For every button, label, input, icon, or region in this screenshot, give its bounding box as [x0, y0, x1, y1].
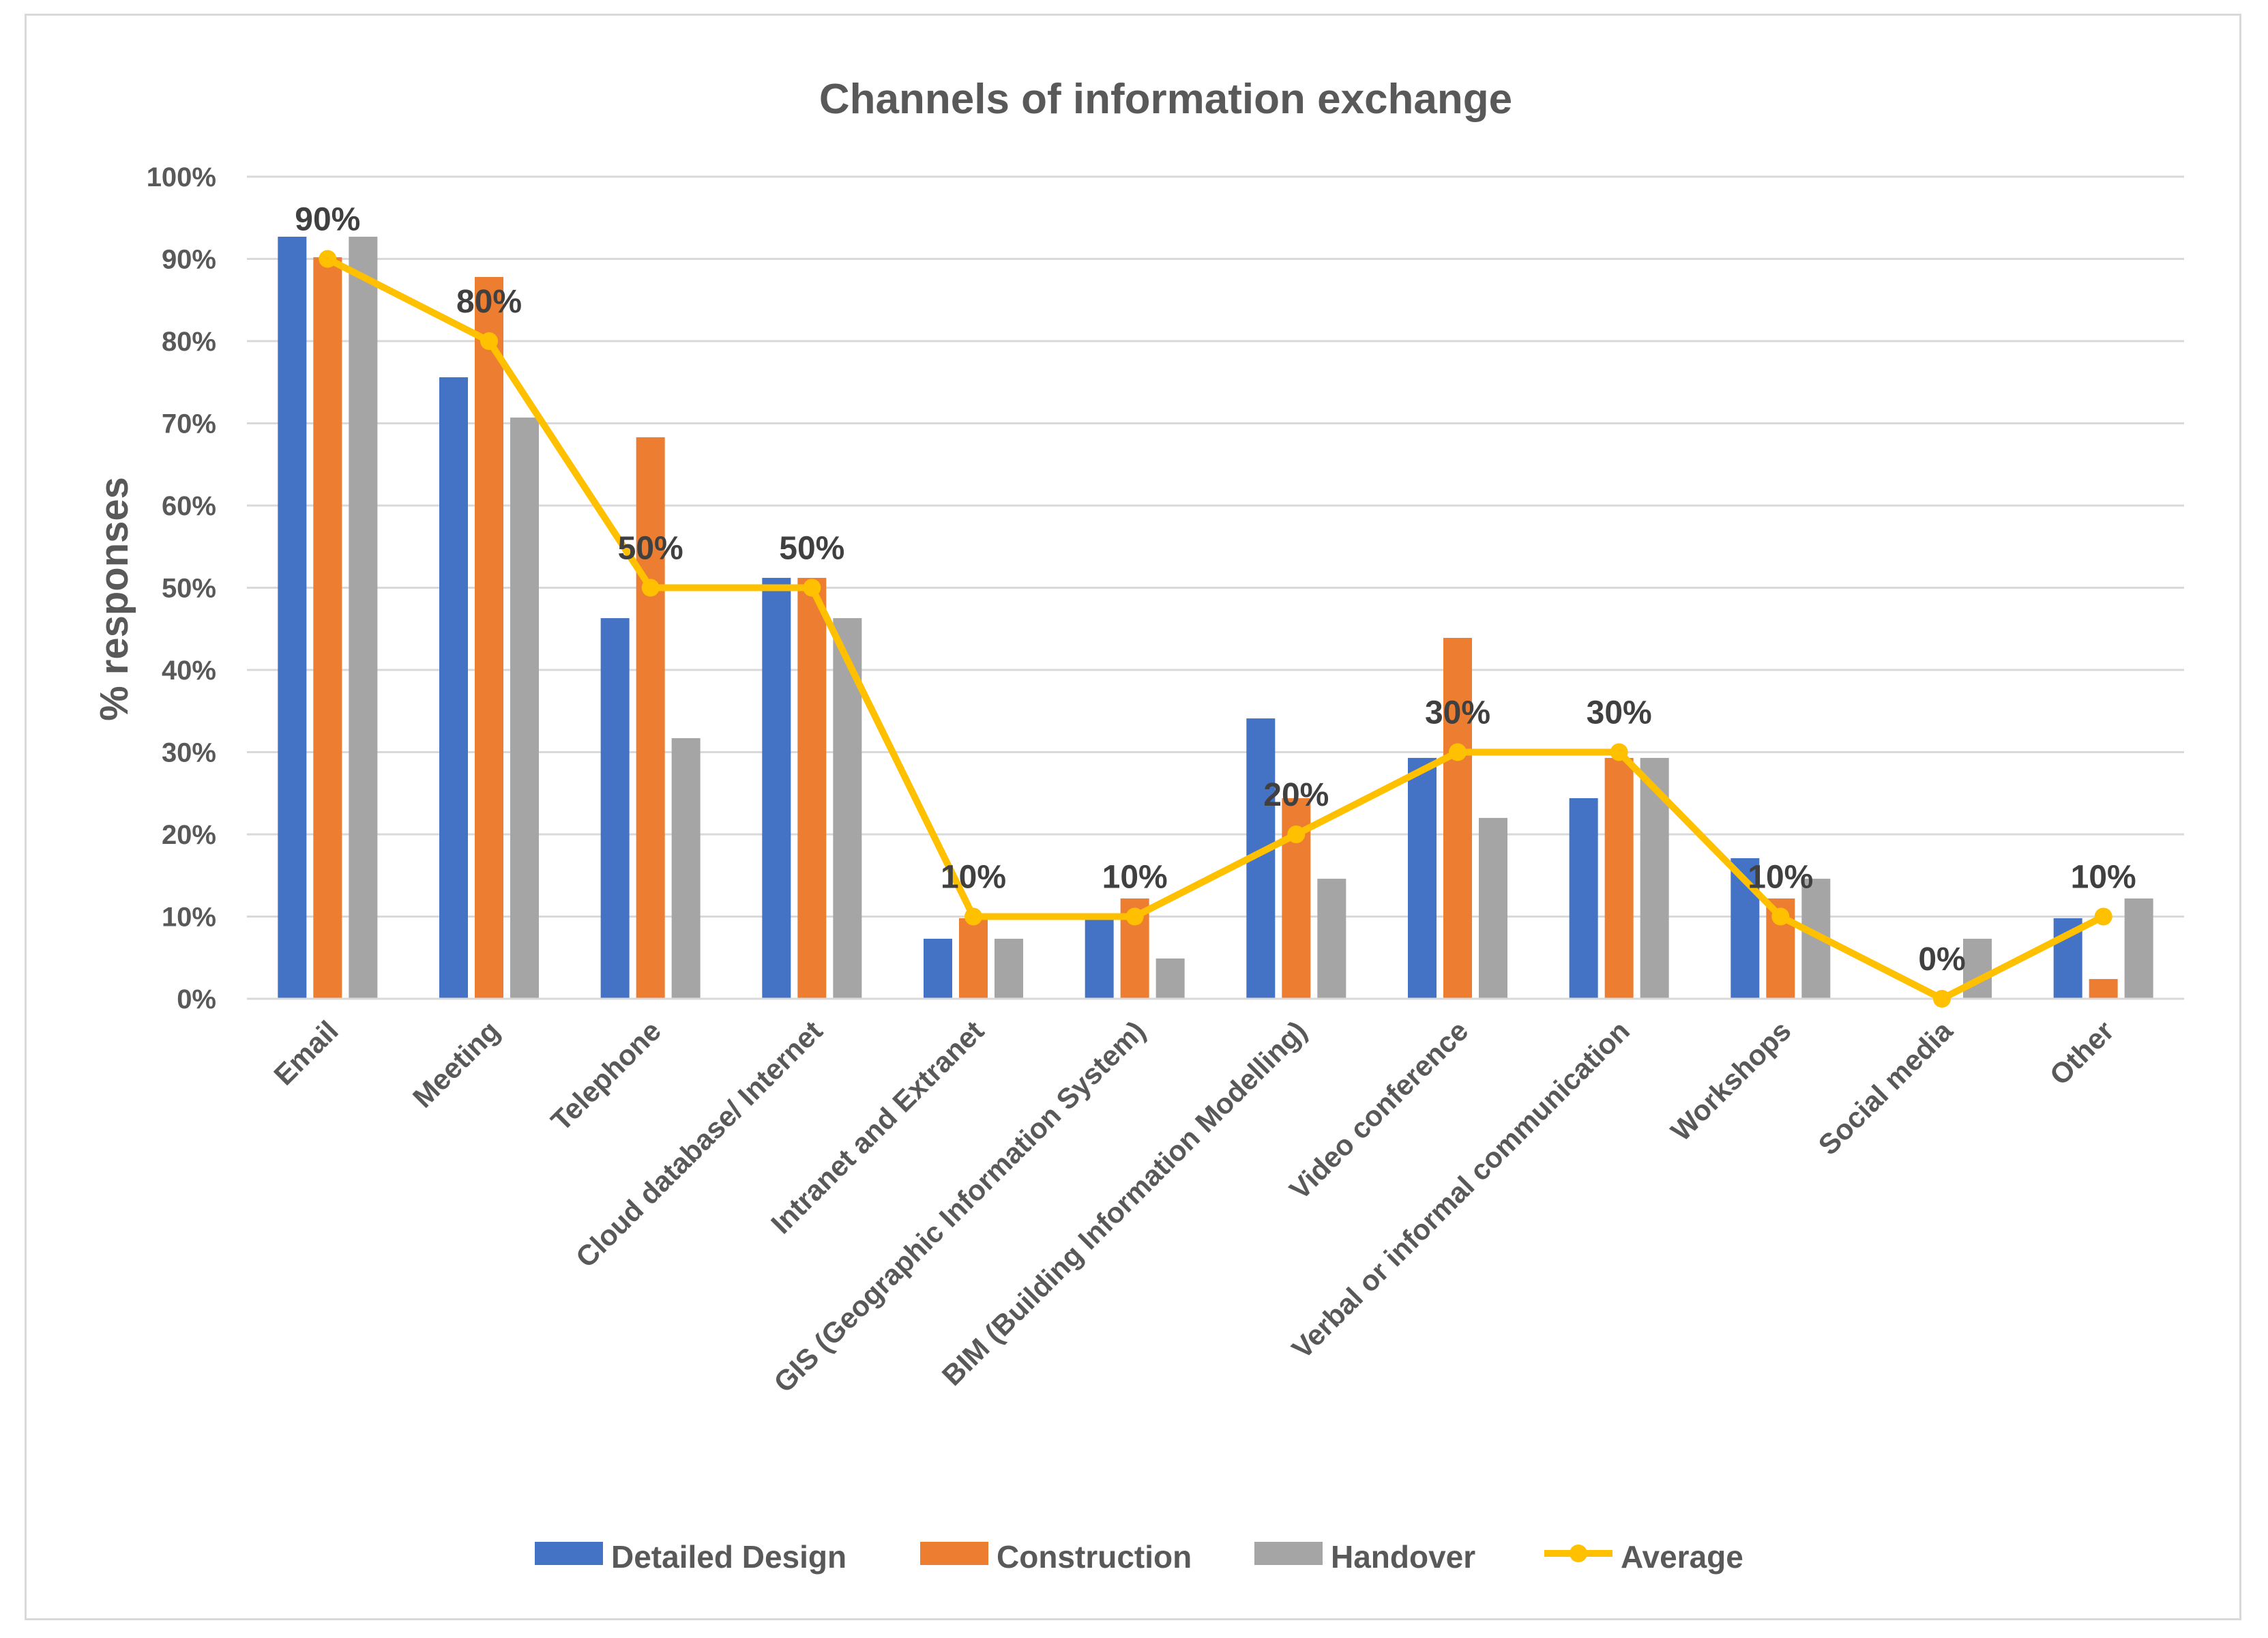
average-data-label: 20% — [1263, 777, 1329, 813]
y-tick-label: 10% — [162, 903, 216, 933]
data-labels: 90% 80% 50% 50% 10% 10% 20% 30% 30% 10% 0% 10% — [295, 202, 2136, 978]
average-marker — [1610, 743, 1628, 761]
bar-handover — [995, 939, 1023, 999]
average-data-label: 10% — [2071, 860, 2136, 896]
legend-label: Handover — [1331, 1539, 1475, 1575]
bar-handover — [510, 418, 539, 999]
y-tick-label: 90% — [162, 245, 216, 275]
y-tick-label: 100% — [147, 162, 216, 192]
average-marker — [1125, 907, 1144, 926]
average-data-label: 90% — [295, 202, 360, 238]
legend-swatch — [920, 1542, 988, 1565]
y-tick-label: 80% — [162, 327, 216, 357]
bar-construction — [1443, 638, 1472, 999]
average-marker — [964, 907, 982, 926]
bar-construction — [475, 277, 503, 999]
bar-detailed-design — [1408, 757, 1437, 999]
chart-svg: Channels of information exchange % respo… — [92, 76, 2184, 1575]
bars — [278, 236, 2153, 999]
legend-swatch-marker — [1570, 1545, 1587, 1562]
bar-construction — [636, 437, 665, 999]
average-marker — [641, 579, 660, 597]
average-marker — [803, 579, 821, 597]
average-marker — [1771, 907, 1790, 926]
bar-construction — [797, 578, 827, 999]
category-label: Other — [2044, 1014, 2120, 1091]
average-marker — [1449, 743, 1467, 761]
chart-frame: Channels of information exchange % respo… — [25, 14, 2241, 1620]
average-marker — [319, 250, 337, 268]
average-line — [326, 256, 2105, 1002]
average-marker — [2094, 907, 2112, 926]
bar-handover — [349, 236, 378, 999]
gridlines — [247, 175, 2184, 918]
bar-detailed-design — [600, 618, 630, 999]
bar-detailed-design — [1569, 798, 1598, 999]
average-data-label: 30% — [1587, 695, 1652, 731]
chart-title: Channels of information exchange — [819, 76, 1512, 123]
y-tick-label: 70% — [162, 409, 216, 439]
average-data-label: 10% — [1748, 860, 1813, 896]
average-data-label: 50% — [618, 531, 683, 567]
legend-label: Construction — [997, 1539, 1192, 1575]
bar-detailed-design — [439, 377, 468, 999]
average-data-label: 0% — [1918, 941, 1965, 978]
y-tick-label: 0% — [177, 984, 216, 1014]
average-marker — [1287, 825, 1306, 843]
bar-handover — [1155, 958, 1185, 999]
bar-detailed-design — [924, 939, 952, 999]
bar-construction — [1604, 757, 1634, 999]
category-label: Email — [267, 1014, 344, 1091]
average-data-label: 30% — [1425, 695, 1490, 731]
category-label: Workshops — [1664, 1014, 1797, 1147]
average-data-label: 10% — [1102, 860, 1168, 896]
legend-label: Average — [1621, 1539, 1743, 1575]
bar-detailed-design — [762, 578, 791, 999]
legend-swatch — [535, 1542, 603, 1565]
average-markers — [319, 250, 2112, 1008]
category-label: Telephone — [544, 1014, 667, 1137]
y-tick-label: 50% — [162, 574, 216, 604]
y-axis-label: % responses — [92, 477, 136, 721]
bar-handover — [1963, 939, 1992, 999]
y-tick-labels: 0% 10% 20% 30% 40% 50% 60% 70% 80% 90% 100% — [147, 162, 216, 1014]
y-tick-label: 60% — [162, 491, 216, 521]
y-tick-label: 30% — [162, 738, 216, 768]
category-label: Meeting — [407, 1014, 505, 1113]
average-marker — [480, 332, 498, 350]
bar-handover — [671, 738, 701, 999]
bar-construction — [959, 918, 988, 999]
average-line-path — [326, 256, 2105, 1002]
bar-construction — [2089, 979, 2118, 999]
average-data-label: 10% — [941, 860, 1006, 896]
legend: Detailed Design Construction Handover Avera… — [535, 1539, 1743, 1575]
category-label: Verbal or informal communication — [1286, 1014, 1636, 1364]
bar-handover — [2124, 898, 2153, 999]
category-label: GIS (Geographic Information System) — [767, 1014, 1151, 1399]
y-tick-label: 20% — [162, 820, 216, 850]
bar-handover — [1479, 817, 1507, 999]
bar-handover — [1317, 879, 1346, 999]
legend-label: Detailed Design — [611, 1539, 846, 1575]
category-label: Social media — [1812, 1014, 1959, 1161]
bar-detailed-design — [1085, 918, 1114, 999]
category-label: BIM (Building Information Modelling) — [936, 1014, 1313, 1392]
bar-detailed-design — [278, 236, 307, 999]
average-marker — [1933, 990, 1951, 1008]
category-label: Video conference — [1283, 1014, 1474, 1205]
legend-swatch — [1254, 1542, 1323, 1565]
average-data-label: 50% — [779, 531, 844, 567]
bar-construction — [313, 257, 342, 999]
average-data-label: 80% — [456, 284, 522, 320]
y-tick-label: 40% — [162, 656, 216, 686]
